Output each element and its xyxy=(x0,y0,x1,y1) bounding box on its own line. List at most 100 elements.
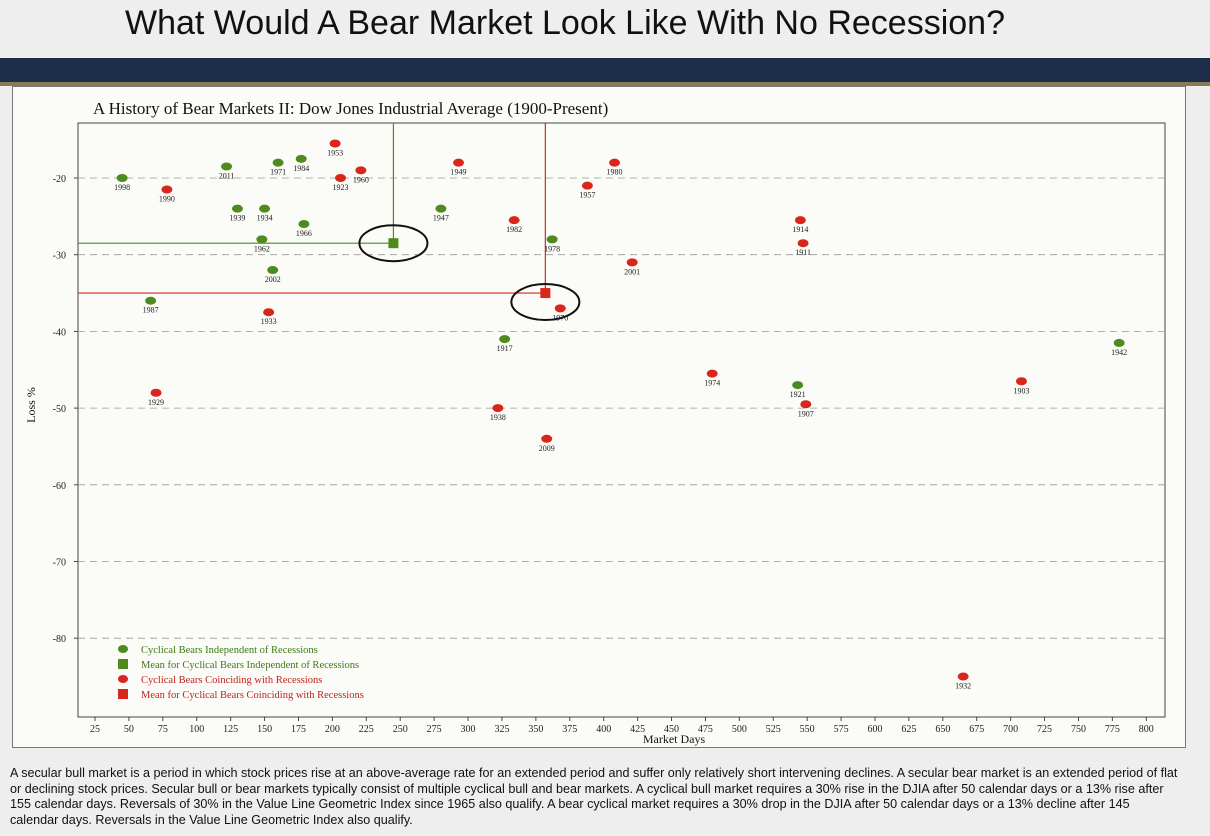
x-tick-label: 600 xyxy=(867,724,882,735)
point-1933 xyxy=(263,308,275,317)
chart-paper: A History of Bear Markets II: Dow Jones … xyxy=(12,86,1186,748)
legend-marker-0 xyxy=(118,645,128,653)
x-tick-label: 400 xyxy=(596,724,611,735)
point-label-1903: 1903 xyxy=(1013,386,1029,395)
x-tick-label: 325 xyxy=(494,724,509,735)
point-label-1929: 1929 xyxy=(148,398,164,407)
point-label-1923: 1923 xyxy=(333,183,349,192)
x-tick-label: 100 xyxy=(189,724,204,735)
point-1978 xyxy=(546,235,558,244)
point-label-1942: 1942 xyxy=(1111,348,1127,357)
point-label-1938: 1938 xyxy=(490,413,506,422)
x-tick-label: 225 xyxy=(359,724,374,735)
legend-label-1: Mean for Cyclical Bears Independent of R… xyxy=(141,660,359,671)
slide-title: What Would A Bear Market Look Like With … xyxy=(125,4,1005,42)
point-2011 xyxy=(221,162,233,171)
point-2009 xyxy=(541,434,553,443)
legend-marker-3 xyxy=(118,689,128,699)
point-label-2011: 2011 xyxy=(219,171,235,180)
chart-title: A History of Bear Markets II: Dow Jones … xyxy=(93,99,608,118)
title-bar xyxy=(0,58,1210,82)
mean-independent-marker xyxy=(388,238,399,249)
point-1962 xyxy=(256,235,268,244)
point-label-1962: 1962 xyxy=(254,244,270,253)
point-1939 xyxy=(231,204,243,213)
point-label-1974: 1974 xyxy=(704,379,720,388)
point-1907 xyxy=(800,400,812,409)
x-tick-label: 25 xyxy=(90,724,100,735)
legend-marker-2 xyxy=(118,675,128,683)
legend-marker-1 xyxy=(118,659,128,669)
point-label-1933: 1933 xyxy=(261,317,277,326)
x-tick-label: 475 xyxy=(698,724,713,735)
y-tick-label: -20 xyxy=(53,174,66,185)
y-tick-label: -70 xyxy=(53,558,66,569)
plot-area: -20 -30 -40 -50 -60 -70 -80 25 50 75 100 125 150 175 2… xyxy=(53,122,1166,735)
legend-label-3: Mean for Cyclical Bears Coinciding with … xyxy=(141,690,364,701)
point-1980 xyxy=(609,158,621,167)
x-tick-label: 300 xyxy=(461,724,476,735)
y-tick-label: -40 xyxy=(53,327,66,338)
x-tick-label: 275 xyxy=(427,724,442,735)
x-tick-label: 550 xyxy=(800,724,815,735)
point-label-1971: 1971 xyxy=(270,168,286,177)
point-1970 xyxy=(554,304,566,313)
point-label-1966: 1966 xyxy=(296,229,312,238)
point-label-1932: 1932 xyxy=(955,682,971,691)
point-label-1953: 1953 xyxy=(327,148,343,157)
bear-market-chart: A History of Bear Markets II: Dow Jones … xyxy=(24,99,1166,746)
point-1982 xyxy=(508,216,520,225)
point-label-1990: 1990 xyxy=(159,195,175,204)
point-1903 xyxy=(1015,377,1027,386)
point-label-1914: 1914 xyxy=(792,225,808,234)
point-label-1970: 1970 xyxy=(552,313,568,322)
point-1960 xyxy=(355,166,367,175)
point-label-1982: 1982 xyxy=(506,225,522,234)
point-1987 xyxy=(145,296,157,305)
point-label-1911: 1911 xyxy=(795,248,811,257)
point-label-1907: 1907 xyxy=(798,409,814,418)
point-1942 xyxy=(1113,338,1125,347)
point-label-1917: 1917 xyxy=(497,344,513,353)
x-tick-label: 250 xyxy=(393,724,408,735)
x-tick-label: 425 xyxy=(630,724,645,735)
point-1934 xyxy=(259,204,271,213)
point-1914 xyxy=(794,216,806,225)
point-1938 xyxy=(492,404,504,413)
x-tick-label: 775 xyxy=(1105,724,1120,735)
x-tick-label: 75 xyxy=(158,724,168,735)
point-label-1998: 1998 xyxy=(114,183,130,192)
legend-label-0: Cyclical Bears Independent of Recessions xyxy=(141,645,318,656)
x-tick-label: 175 xyxy=(291,724,306,735)
x-tick-label: 350 xyxy=(528,724,543,735)
x-tick-label: 625 xyxy=(901,724,916,735)
mean-independent-highlight xyxy=(358,224,429,263)
x-tick-label: 750 xyxy=(1071,724,1086,735)
point-label-1957: 1957 xyxy=(579,191,595,200)
y-axis-label: Loss % xyxy=(24,387,38,423)
point-1949 xyxy=(453,158,465,167)
point-1971 xyxy=(272,158,284,167)
point-1932 xyxy=(957,672,969,681)
point-label-1978: 1978 xyxy=(544,244,560,253)
y-tick-label: -50 xyxy=(53,404,66,415)
point-1923 xyxy=(335,174,347,182)
point-1911 xyxy=(797,239,809,248)
point-label-1980: 1980 xyxy=(607,168,623,177)
x-tick-label: 525 xyxy=(766,724,781,735)
x-tick-label: 50 xyxy=(124,724,134,735)
point-1929 xyxy=(150,388,162,397)
point-1974 xyxy=(706,369,718,378)
y-tick-label: -60 xyxy=(53,481,66,492)
x-tick-label: 125 xyxy=(223,724,238,735)
x-tick-label: 500 xyxy=(732,724,747,735)
x-tick-label: 700 xyxy=(1003,724,1018,735)
footnote-caption: A secular bull market is a period in whi… xyxy=(10,766,1178,827)
x-tick-label: 800 xyxy=(1139,724,1154,735)
point-label-1934: 1934 xyxy=(257,214,273,223)
x-tick-label: 375 xyxy=(562,724,577,735)
point-label-2002: 2002 xyxy=(265,275,281,284)
x-tick-label: 450 xyxy=(664,724,679,735)
y-tick-label: -30 xyxy=(53,251,66,262)
point-label-2009: 2009 xyxy=(539,444,555,453)
